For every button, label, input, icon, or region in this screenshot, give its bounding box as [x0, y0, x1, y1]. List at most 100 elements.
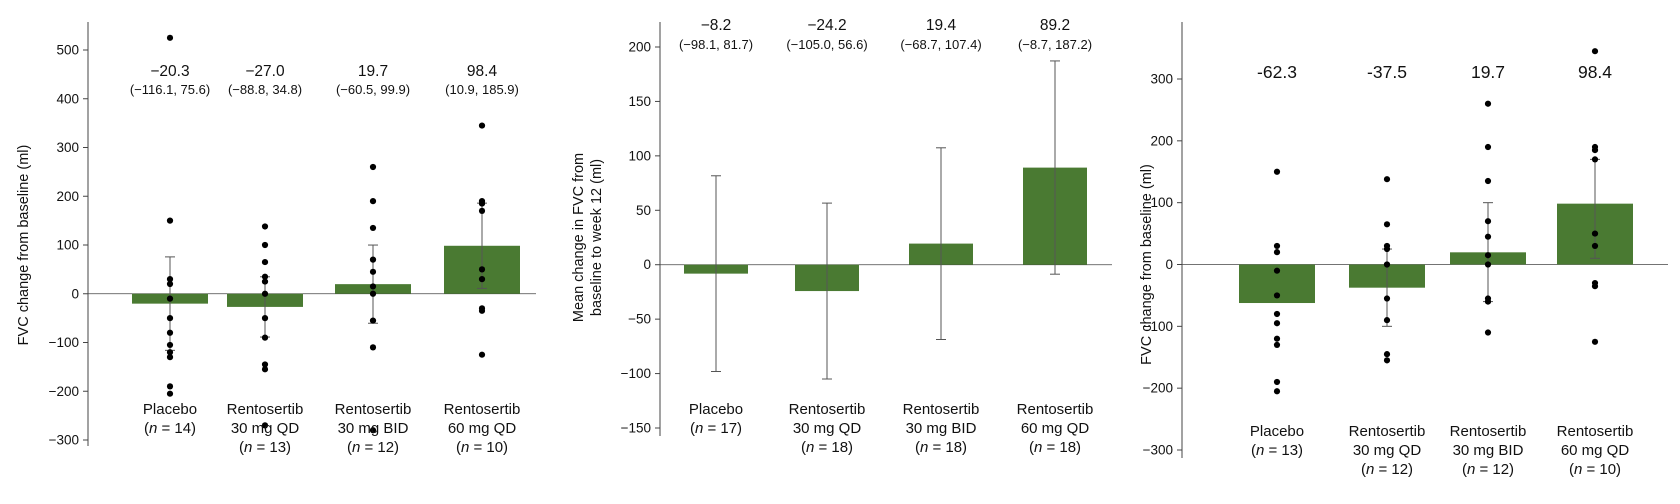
n-value: = 14) [157, 420, 196, 437]
n-open: ( [915, 439, 920, 456]
chart-panel-2: 200 150 100 50 0 −50 −100 −150 Mean change in FV… [571, 17, 1112, 456]
n-symbol: n [1574, 461, 1582, 478]
ci-label-1: (−98.1, 81.7) [679, 37, 753, 52]
data-point [166, 217, 174, 224]
n-value: = 18) [1042, 439, 1081, 456]
mean-label-2: −27.0 [245, 63, 285, 80]
category-n-label: (n = 10) [456, 439, 508, 456]
data-point [1383, 357, 1391, 364]
data-point [1484, 298, 1492, 305]
y-tick-label: 150 [628, 94, 651, 109]
data-point [1591, 48, 1599, 55]
category-label: Placebo [1250, 423, 1304, 440]
data-point [1273, 267, 1281, 274]
category-n-label: (n = 18) [915, 439, 967, 456]
mean-label-2: -37.5 [1367, 62, 1407, 82]
category-label: Placebo [143, 401, 197, 418]
data-point [166, 354, 174, 361]
data-point [166, 329, 174, 336]
y-axis-label: Mean change in FVC from baseline to week … [571, 153, 605, 322]
category-n-label: (n = 12) [1462, 461, 1514, 478]
n-open: ( [1361, 461, 1366, 478]
y-tick-label: −300 [1143, 443, 1173, 458]
data-point [478, 276, 486, 283]
data-point [369, 198, 377, 205]
n-open: ( [801, 439, 806, 456]
data-point [261, 366, 269, 373]
data-point [1273, 242, 1281, 250]
y-tick-label: 400 [56, 91, 79, 106]
category-label: 30 mg BID [338, 420, 409, 437]
mean-label-3: 19.4 [926, 17, 957, 34]
data-point [166, 276, 174, 283]
data-point [166, 383, 174, 390]
category-n-label: (n = 14) [144, 420, 196, 437]
data-point [166, 349, 174, 356]
n-open: ( [144, 420, 149, 437]
category-label: 60 mg QD [1561, 442, 1630, 459]
y-tick-label: 50 [636, 203, 651, 218]
data-point [1484, 177, 1492, 185]
y-tick-label: 0 [71, 286, 79, 301]
category-label: 30 mg BID [906, 420, 977, 437]
n-symbol: n [1467, 461, 1475, 478]
n-symbol: n [920, 439, 928, 456]
y-tick-label: −200 [1143, 381, 1173, 396]
mean-label-3: 19.7 [1471, 62, 1505, 82]
data-point [1383, 351, 1391, 358]
n-symbol: n [461, 439, 469, 456]
data-point [166, 390, 174, 397]
y-tick-label: −100 [49, 335, 79, 350]
n-symbol: n [695, 420, 703, 437]
data-point [1383, 245, 1391, 253]
n-value: = 13) [252, 439, 291, 456]
data-point [261, 258, 269, 266]
data-point [478, 266, 486, 273]
y-tick-label: −150 [621, 421, 651, 436]
data-point [369, 290, 377, 297]
n-value: = 12) [1374, 461, 1413, 478]
category-n-label: (n = 17) [690, 420, 742, 437]
data-point [261, 241, 269, 249]
n-symbol: n [806, 439, 814, 456]
data-point [1273, 335, 1281, 342]
data-point [1484, 329, 1492, 336]
data-point [1591, 242, 1599, 250]
n-value: = 13) [1264, 442, 1303, 459]
category-n-label: (n = 10) [1569, 461, 1621, 478]
n-symbol: n [149, 420, 157, 437]
category-label: Placebo [689, 401, 743, 418]
n-open: ( [1251, 442, 1256, 459]
data-point [1484, 218, 1492, 225]
category-n-label: (n = 13) [1251, 442, 1303, 459]
n-open: ( [1462, 461, 1467, 478]
data-point [1273, 249, 1281, 256]
n-symbol: n [352, 439, 360, 456]
category-n-label: (n = 18) [1029, 439, 1081, 456]
y-tick-label: 0 [1165, 257, 1173, 272]
y-tick-label: 300 [56, 140, 79, 155]
data-point [369, 344, 377, 351]
n-value: = 18) [814, 439, 853, 456]
n-symbol: n [1256, 442, 1264, 459]
y-tick-label: 300 [1150, 72, 1173, 87]
n-symbol: n [244, 439, 252, 456]
y-axis-label: FVC change from baseline (ml) [1139, 164, 1155, 365]
data-point [369, 268, 377, 275]
data-point [166, 341, 174, 349]
data-point [1273, 388, 1281, 395]
category-label: Rentosertib [789, 401, 866, 418]
y-tick-label: 0 [643, 257, 651, 272]
data-point [478, 200, 486, 207]
data-point [166, 280, 174, 288]
mean-label-4: 98.4 [467, 63, 498, 80]
data-point [369, 224, 377, 232]
y-axis-label-line: Mean change in FVC from [571, 153, 587, 322]
category-label: Rentosertib [903, 401, 980, 418]
n-value: = 18) [928, 439, 967, 456]
data-point [261, 278, 269, 285]
mean-label-4: 98.4 [1578, 62, 1612, 82]
category-label: Rentosertib [1557, 423, 1634, 440]
n-value: = 12) [360, 439, 399, 456]
category-label: Rentosertib [227, 401, 304, 418]
